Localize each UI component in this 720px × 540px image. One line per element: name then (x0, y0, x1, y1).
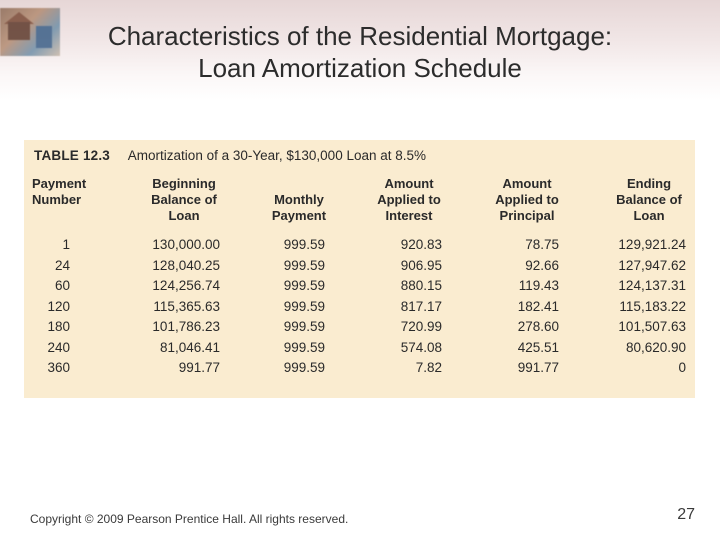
table-cell: 906.95 (400, 257, 442, 273)
header-line: Interest (385, 208, 433, 223)
slide-title-line-2: Loan Amortization Schedule (198, 53, 522, 83)
table-cell: 999.59 (283, 237, 325, 252)
house-roof-shape (4, 12, 34, 24)
header-line: Applied to (377, 192, 441, 207)
table-cell: 880.15 (400, 278, 442, 293)
header-line: Loan (168, 208, 200, 223)
table-cell: 999.59 (283, 278, 325, 293)
table-cell: 999.59 (283, 360, 325, 375)
table-cell: 115,365.63 (153, 298, 220, 314)
table-cell: 127,947.62 (618, 257, 686, 273)
table-cell: 101,507.63 (618, 319, 686, 334)
table-cell: 991.77 (178, 360, 220, 375)
header-line: Amount (502, 176, 552, 191)
slide-title: Characteristics of the Residential Mortg… (60, 20, 660, 84)
table-cell: 124,256.74 (152, 278, 220, 293)
table-cell: 7.82 (415, 360, 442, 375)
table-cell: 128,040.25 (152, 257, 220, 273)
house-shape (8, 22, 30, 40)
table-cell: 80,620.90 (625, 339, 686, 355)
table-cell: 360 (47, 360, 70, 375)
header-interest: Amount Applied to Interest (359, 176, 459, 224)
table-cell: 817.17 (400, 298, 442, 314)
table-cell: 78.75 (525, 237, 559, 252)
header-ending-balance: Ending Balance of Loan (599, 176, 699, 224)
slide-title-line-1: Characteristics of the Residential Mortg… (107, 21, 613, 51)
table-cell: 115,183.22 (619, 298, 686, 314)
table-cell: 999.59 (283, 339, 325, 355)
header-payment-number: Payment Number (32, 176, 122, 208)
table-cell: 120 (47, 298, 70, 314)
table-cell: 124,137.31 (618, 278, 686, 293)
header-line: Number (32, 192, 82, 207)
table-cell: 240 (47, 339, 70, 355)
table-cell: 920.83 (400, 237, 442, 252)
table-cell: 24 (54, 257, 70, 273)
table-number: TABLE 12.3 (34, 148, 111, 163)
table-cell: 999.59 (283, 319, 325, 334)
table-cell: 182.41 (517, 298, 559, 314)
header-beginning-balance: Beginning Balance of Loan (129, 176, 239, 224)
table-cell: 0 (678, 360, 686, 375)
header-line: Beginning (152, 176, 216, 191)
table-cell: 999.59 (283, 257, 325, 273)
table-cell: 180 (47, 319, 70, 334)
table-cell: 1 (62, 237, 70, 252)
header-principal: Amount Applied to Principal (477, 176, 577, 224)
table-cell: 425.51 (517, 339, 559, 355)
window-shape (36, 26, 52, 48)
table-caption-text: Amortization of a 30-Year, $130,000 Loan… (127, 148, 427, 163)
header-line: Principal (499, 208, 555, 223)
copyright-footer: Copyright © 2009 Pearson Prentice Hall. … (30, 512, 349, 526)
table-cell: 129,921.24 (618, 237, 686, 252)
header-line: Ending (626, 176, 672, 191)
header-line: Balance of (616, 192, 682, 207)
table-cell: 991.77 (517, 360, 559, 375)
table-cell: 278.60 (517, 319, 559, 334)
header-monthly-payment: Monthly Payment (249, 192, 349, 224)
header-band (0, 0, 720, 100)
table-cell: 119.43 (518, 278, 559, 293)
header-line: Loan (633, 208, 665, 223)
publisher-logo-image (0, 8, 60, 56)
table-cell: 92.66 (525, 257, 559, 273)
table-cell: 130,000.00 (152, 237, 220, 252)
table-cell: 81,046.41 (159, 339, 220, 355)
header-line: Amount (384, 176, 434, 191)
page-number: 27 (677, 506, 695, 523)
table-cell: 101,786.23 (152, 319, 220, 334)
header-line: Applied to (495, 192, 559, 207)
header-line: Payment (271, 208, 327, 223)
header-line: Payment (32, 176, 87, 191)
header-line: Monthly (274, 192, 324, 207)
header-line: Balance of (151, 192, 217, 207)
table-cell: 60 (54, 278, 70, 293)
table-cell: 720.99 (400, 319, 442, 334)
amortization-table: TABLE 12.3 Amortization of a 30-Year, $1… (24, 140, 695, 398)
table-cell: 999.59 (283, 298, 325, 314)
table-caption: TABLE 12.3 Amortization of a 30-Year, $1… (34, 148, 426, 163)
table-cell: 574.08 (400, 339, 442, 355)
